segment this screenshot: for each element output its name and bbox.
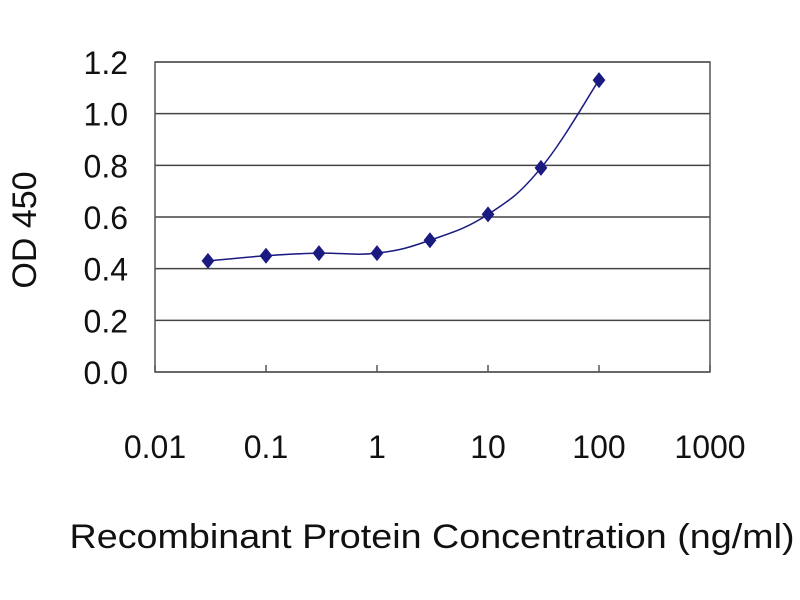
x-tick-labels: 0.01 0.1 1 10 100 1000 <box>124 429 746 465</box>
data-point-6 <box>534 159 548 176</box>
y-tick-label-3: 0.6 <box>84 200 128 236</box>
y-tick-label-6: 1.2 <box>84 45 128 81</box>
data-series <box>201 72 606 269</box>
data-point-5 <box>481 206 495 223</box>
y-tick-labels: 0.0 0.2 0.4 0.6 0.8 1.0 1.2 <box>84 45 128 391</box>
y-tick-label-0: 0.0 <box>84 355 128 391</box>
y-tick-label-2: 0.4 <box>84 252 128 288</box>
x-tick-label-2: 1 <box>368 429 386 465</box>
data-point-2 <box>312 245 326 262</box>
data-point-3 <box>370 245 384 262</box>
y-axis-title: OD 450 <box>6 171 44 288</box>
data-point-1 <box>259 247 273 264</box>
data-point-4 <box>423 232 437 249</box>
x-tick-label-0: 0.01 <box>124 429 186 465</box>
x-tick-label-1: 0.1 <box>244 429 288 465</box>
gridlines <box>155 61 710 373</box>
x-tick-label-3: 10 <box>470 429 506 465</box>
x-tick-marks <box>154 365 711 372</box>
x-tick-label-5: 1000 <box>674 429 745 465</box>
x-tick-label-4: 100 <box>572 429 625 465</box>
y-tick-label-5: 1.0 <box>84 97 128 133</box>
data-point-0 <box>201 252 215 269</box>
plot-area-border <box>154 61 711 373</box>
data-point-7 <box>592 72 606 89</box>
y-tick-label-1: 0.2 <box>84 303 128 339</box>
y-tick-label-4: 0.8 <box>84 148 128 184</box>
x-axis-title: Recombinant Protein Concentration (ng/ml… <box>70 518 795 556</box>
